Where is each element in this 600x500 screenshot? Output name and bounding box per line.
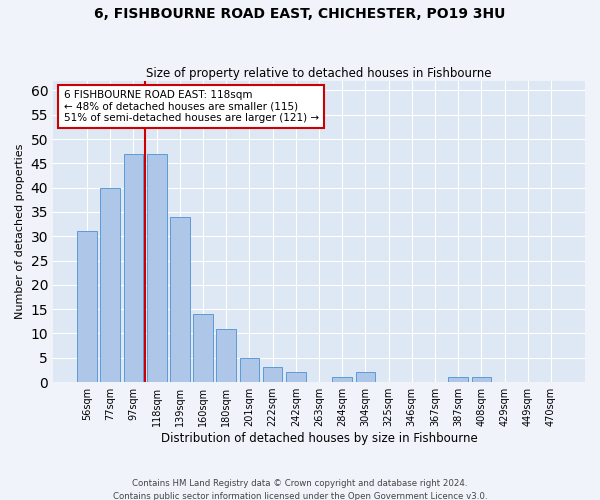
Bar xyxy=(286,372,305,382)
Bar xyxy=(472,377,491,382)
Bar xyxy=(100,188,120,382)
Text: 6 FISHBOURNE ROAD EAST: 118sqm
← 48% of detached houses are smaller (115)
51% of: 6 FISHBOURNE ROAD EAST: 118sqm ← 48% of … xyxy=(64,90,319,123)
Bar xyxy=(448,377,468,382)
Bar xyxy=(147,154,167,382)
Bar xyxy=(217,328,236,382)
Bar xyxy=(77,232,97,382)
Text: Contains HM Land Registry data © Crown copyright and database right 2024.
Contai: Contains HM Land Registry data © Crown c… xyxy=(113,479,487,500)
Bar xyxy=(263,368,283,382)
X-axis label: Distribution of detached houses by size in Fishbourne: Distribution of detached houses by size … xyxy=(161,432,478,445)
Bar xyxy=(332,377,352,382)
Bar xyxy=(356,372,375,382)
Text: 6, FISHBOURNE ROAD EAST, CHICHESTER, PO19 3HU: 6, FISHBOURNE ROAD EAST, CHICHESTER, PO1… xyxy=(94,8,506,22)
Y-axis label: Number of detached properties: Number of detached properties xyxy=(15,144,25,319)
Bar xyxy=(170,217,190,382)
Title: Size of property relative to detached houses in Fishbourne: Size of property relative to detached ho… xyxy=(146,66,492,80)
Bar xyxy=(193,314,213,382)
Bar xyxy=(124,154,143,382)
Bar xyxy=(239,358,259,382)
